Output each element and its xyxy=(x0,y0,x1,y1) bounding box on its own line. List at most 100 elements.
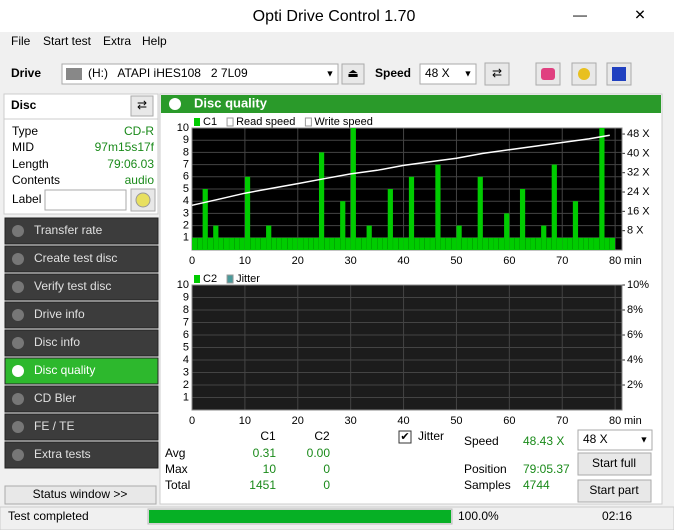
bar xyxy=(588,237,594,250)
y-tick-label: 1 xyxy=(183,232,189,244)
nav-item[interactable]: Create test disc xyxy=(4,245,159,273)
stats-key: Total xyxy=(165,478,190,492)
nav-item-bg xyxy=(4,301,159,329)
bar xyxy=(287,237,293,250)
speed-select-value: 48 X xyxy=(583,432,608,446)
bar xyxy=(583,237,589,250)
speed-value: 48 X xyxy=(425,66,450,80)
nav-item-bg xyxy=(4,357,159,385)
speed-select[interactable] xyxy=(577,429,653,451)
refresh-button[interactable] xyxy=(484,62,510,86)
nav-icon xyxy=(12,309,24,321)
status-window-button[interactable] xyxy=(4,485,157,505)
menu-item[interactable]: Extra xyxy=(103,34,131,48)
y-tick-label: 5 xyxy=(183,183,189,195)
disc-value: 79:06.03 xyxy=(107,157,154,171)
nav-item[interactable]: Verify test disc xyxy=(4,273,159,301)
y-tick-label: 2 xyxy=(183,220,189,232)
stats-value: 10 xyxy=(263,462,277,476)
minimize[interactable]: — xyxy=(573,7,587,23)
nav-item[interactable]: Drive info xyxy=(4,301,159,329)
jitter-checkbox[interactable] xyxy=(398,430,412,444)
nav-item[interactable]: Transfer rate xyxy=(4,217,159,245)
bar xyxy=(562,237,568,250)
x-tick-label: 40 xyxy=(397,255,409,267)
x-tick-label: 70 xyxy=(556,255,568,267)
nav-item-bg xyxy=(4,245,159,273)
bar xyxy=(594,237,600,250)
nav-item-bg xyxy=(4,329,159,357)
bar xyxy=(541,225,547,250)
bar xyxy=(498,237,505,250)
y-tick-label: 7 xyxy=(183,316,189,328)
nav-item[interactable]: Disc info xyxy=(4,329,159,357)
drive-select[interactable] xyxy=(61,63,339,85)
disc-icon xyxy=(135,192,151,208)
y-tick-label: 6 xyxy=(183,329,189,341)
y-tick-label: 4 xyxy=(183,354,189,366)
stats-value: 0 xyxy=(323,478,330,492)
close[interactable]: ✕ xyxy=(634,7,646,23)
info-key: Position xyxy=(464,462,507,476)
bar xyxy=(445,237,452,250)
menu-item[interactable]: Help xyxy=(142,34,167,48)
x-tick-label: 30 xyxy=(345,415,357,427)
legend-label: Read speed xyxy=(236,116,295,128)
bar xyxy=(234,237,240,250)
bar xyxy=(488,237,494,250)
bar xyxy=(382,237,388,250)
dropdown-arrow: ▼ xyxy=(464,68,473,78)
bar xyxy=(281,237,288,250)
nav-item-bg xyxy=(4,273,159,301)
disc-refresh[interactable] xyxy=(130,95,154,117)
nav-item-bg xyxy=(4,217,159,245)
bar xyxy=(604,237,610,250)
nav-item[interactable]: CD Bler xyxy=(4,385,159,413)
menu-item[interactable]: File xyxy=(11,34,31,48)
legend-label: Write speed xyxy=(314,116,373,128)
menu-item[interactable]: Start test xyxy=(43,34,92,48)
nav-item[interactable]: Extra tests xyxy=(4,441,159,469)
y-tick-label: 7 xyxy=(183,159,189,171)
start-full-button[interactable] xyxy=(577,452,652,476)
nav-item-bg xyxy=(4,413,159,441)
bar xyxy=(207,237,214,250)
y-tick-label: 8 xyxy=(183,304,189,316)
y-tick-label: 1 xyxy=(183,391,189,403)
bar xyxy=(403,237,409,250)
y-tick-label: 6 xyxy=(183,171,189,183)
eject-button[interactable] xyxy=(341,63,365,85)
y2-tick-label: 8 X xyxy=(627,225,644,237)
y2-tick-label: 4% xyxy=(627,354,643,366)
legend-swatch xyxy=(304,117,312,127)
bar xyxy=(599,128,605,250)
legend-label: C1 xyxy=(203,116,217,128)
dropdown-arrow: ▼ xyxy=(326,68,335,78)
disc-key: Contents xyxy=(12,173,60,187)
bar xyxy=(456,225,462,250)
bar xyxy=(472,237,478,250)
line-series xyxy=(191,134,610,207)
stats-key: Avg xyxy=(165,446,185,460)
bar xyxy=(297,237,304,250)
bar xyxy=(509,237,515,250)
bar xyxy=(419,237,425,250)
y-tick-label: 3 xyxy=(183,207,189,219)
bar xyxy=(398,237,404,250)
label-input[interactable] xyxy=(44,189,127,211)
y-tick-label: 10 xyxy=(177,122,189,134)
nav-icon xyxy=(12,253,24,265)
nav-icon xyxy=(12,393,24,405)
start-part-button[interactable] xyxy=(577,479,652,503)
speed-select[interactable] xyxy=(419,63,477,85)
legend-label: C2 xyxy=(203,273,217,285)
bar xyxy=(467,237,473,250)
info-key: Samples xyxy=(464,478,511,492)
bar xyxy=(393,237,399,250)
bar xyxy=(371,237,378,250)
nav-item[interactable]: FE / TE xyxy=(4,413,159,441)
nav-item[interactable]: Disc quality xyxy=(4,357,159,385)
x-unit: min xyxy=(624,255,642,267)
bar xyxy=(202,189,208,250)
